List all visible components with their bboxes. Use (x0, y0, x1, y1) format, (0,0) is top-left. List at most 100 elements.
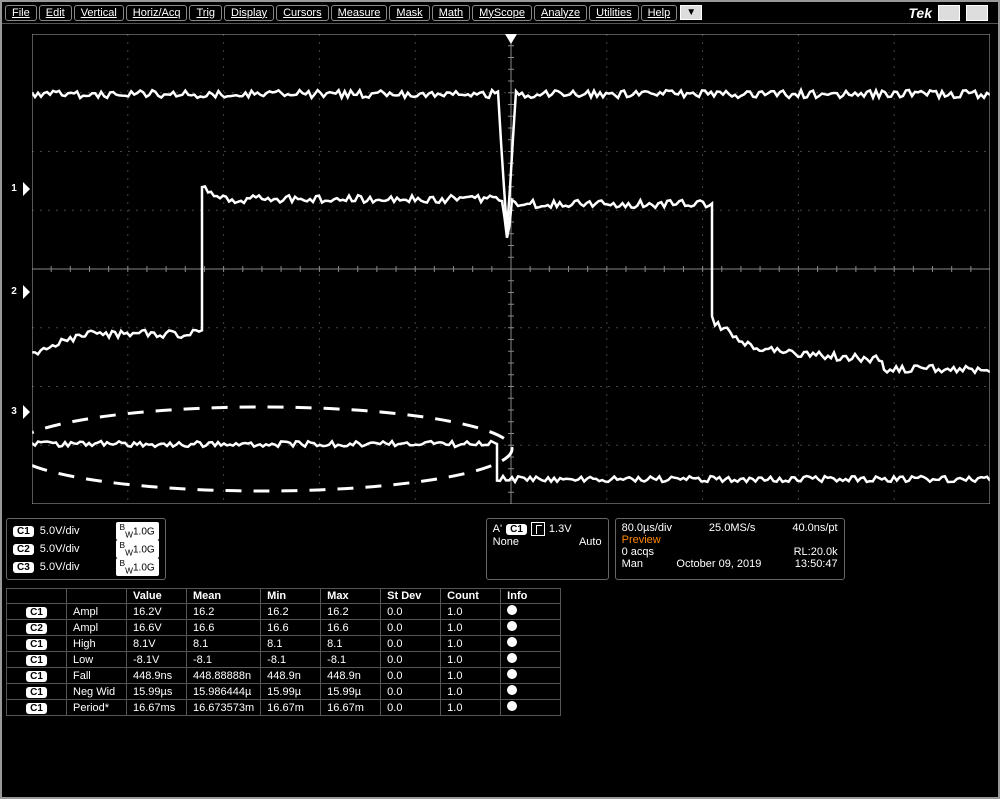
resolution: 40.0ns/pt (792, 522, 837, 534)
meas-cell: 15.99µ (261, 684, 321, 700)
tb-mode: Man (622, 558, 643, 570)
meas-cell: 16.6 (321, 620, 381, 636)
table-row: C1High8.1V8.18.18.10.01.0 (7, 636, 561, 652)
menu-analyze[interactable]: Analyze (534, 5, 587, 21)
meas-cell: 0.0 (381, 636, 441, 652)
meas-cell: 1.0 (441, 620, 501, 636)
meas-cell: C1 (7, 684, 67, 700)
bw-icon-2: BW1.0G (116, 540, 159, 557)
meas-cell: Period* (67, 700, 127, 716)
meas-cell: C1 (7, 604, 67, 620)
meas-cell: -8.1 (261, 652, 321, 668)
meas-cell: 448.9n (321, 668, 381, 684)
meas-header: Info (501, 589, 561, 604)
meas-cell: Neg Wid (67, 684, 127, 700)
meas-cell: Ampl (67, 620, 127, 636)
menu-edit[interactable]: Edit (39, 5, 72, 21)
meas-cell: 1.0 (441, 636, 501, 652)
channel-marker-1[interactable]: 1 (5, 182, 23, 196)
meas-cell: 15.99µs (127, 684, 187, 700)
ch-badge-1: C1 (13, 526, 34, 537)
channel-marker-3[interactable]: 3 (5, 405, 23, 419)
meas-cell: 1.0 (441, 652, 501, 668)
meas-cell: 8.1V (127, 636, 187, 652)
acq-count: 0 acqs (622, 546, 654, 558)
brand-logo: Tek (908, 5, 932, 21)
meas-cell (501, 684, 561, 700)
table-row: C1Fall448.9ns448.88888n448.9n448.9n0.01.… (7, 668, 561, 684)
meas-cell: 0.0 (381, 700, 441, 716)
menu-trig[interactable]: Trig (189, 5, 222, 21)
trigger-time-indicator (505, 34, 517, 44)
meas-cell: 16.2 (187, 604, 261, 620)
meas-cell: 15.986444µ (187, 684, 261, 700)
meas-cell: 0.0 (381, 652, 441, 668)
trigger-block: A' C1 1.3V None Auto (486, 518, 609, 580)
meas-cell: 16.6V (127, 620, 187, 636)
table-row: C1Neg Wid15.99µs15.986444µ15.99µ15.99µ0.… (7, 684, 561, 700)
annotation-ellipse (32, 407, 512, 491)
meas-cell: 16.67m (261, 700, 321, 716)
meas-cell: 1.0 (441, 700, 501, 716)
meas-cell (501, 668, 561, 684)
measurement-area: ValueMeanMinMaxSt DevCountInfoC1Ampl16.2… (2, 584, 998, 720)
meas-header (67, 589, 127, 604)
oscilloscope-window: FileEditVerticalHoriz/AcqTrigDisplayCurs… (0, 0, 1000, 799)
meas-cell: Low (67, 652, 127, 668)
trigger-level: 1.3V (549, 523, 572, 535)
menu-display[interactable]: Display (224, 5, 274, 21)
menu-horizacq[interactable]: Horiz/Acq (126, 5, 188, 21)
meas-cell (501, 700, 561, 716)
channel-settings-block: C15.0V/divBW1.0GC25.0V/divBW1.0GC35.0V/d… (6, 518, 166, 580)
minimize-button[interactable] (938, 5, 960, 21)
meas-cell: 16.6 (187, 620, 261, 636)
meas-cell: 0.0 (381, 620, 441, 636)
meas-cell: C1 (7, 668, 67, 684)
meas-cell (501, 636, 561, 652)
menu-help[interactable]: Help (641, 5, 678, 21)
channel-marker-2[interactable]: 2 (5, 285, 23, 299)
meas-header: Value (127, 589, 187, 604)
ch-badge-2: C2 (13, 544, 34, 555)
close-button[interactable] (966, 5, 988, 21)
meas-cell (501, 620, 561, 636)
waveform-svg (32, 34, 990, 504)
meas-header: Max (321, 589, 381, 604)
menu-mask[interactable]: Mask (389, 5, 429, 21)
meas-cell: Fall (67, 668, 127, 684)
meas-cell: 448.9n (261, 668, 321, 684)
record-length: RL:20.0k (794, 546, 838, 558)
meas-cell: 448.9ns (127, 668, 187, 684)
menu-dropdown-caret[interactable]: ▼ (680, 5, 702, 20)
meas-cell: -8.1 (321, 652, 381, 668)
meas-cell: 0.0 (381, 668, 441, 684)
meas-header: Min (261, 589, 321, 604)
meas-header: St Dev (381, 589, 441, 604)
trigger-status: Auto (579, 536, 602, 548)
brand-area: Tek (908, 5, 996, 21)
table-row: C1Low-8.1V-8.1-8.1-8.10.01.0 (7, 652, 561, 668)
meas-cell: -8.1 (187, 652, 261, 668)
meas-cell: High (67, 636, 127, 652)
menu-math[interactable]: Math (432, 5, 470, 21)
meas-cell: 8.1 (187, 636, 261, 652)
meas-header: Mean (187, 589, 261, 604)
menu-vertical[interactable]: Vertical (74, 5, 124, 21)
menu-measure[interactable]: Measure (331, 5, 388, 21)
menu-utilities[interactable]: Utilities (589, 5, 638, 21)
meas-cell: -8.1V (127, 652, 187, 668)
rising-edge-icon (531, 522, 545, 536)
ch-scale-2: 5.0V/div (40, 543, 80, 555)
trigger-mode: None (493, 536, 519, 548)
meas-cell: C1 (7, 636, 67, 652)
meas-cell: 8.1 (261, 636, 321, 652)
menu-file[interactable]: File (5, 5, 37, 21)
meas-cell: 1.0 (441, 668, 501, 684)
meas-cell: 16.67m (321, 700, 381, 716)
trigger-indicator: A' (493, 523, 502, 535)
waveform-display[interactable]: 1 2 3 (2, 24, 998, 514)
menu-cursors[interactable]: Cursors (276, 5, 329, 21)
meas-cell: 16.6 (261, 620, 321, 636)
menu-myscope[interactable]: MyScope (472, 5, 532, 21)
meas-cell: 16.673573m (187, 700, 261, 716)
